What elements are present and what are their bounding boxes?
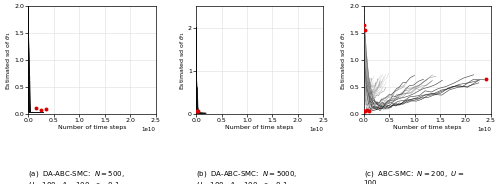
- X-axis label: Number of time steps: Number of time steps: [58, 125, 126, 130]
- Text: (a)  DA-ABC-SMC:  $N = 500$,
$U = 100$,  $A = 100$,  $s = 0.1$.: (a) DA-ABC-SMC: $N = 500$, $U = 100$, $A…: [28, 169, 126, 184]
- Y-axis label: Estimated sd of $\theta_1$: Estimated sd of $\theta_1$: [178, 31, 186, 90]
- X-axis label: Number of time steps: Number of time steps: [226, 125, 294, 130]
- Text: (b)  DA-ABC-SMC:  $N = 5000$,
$U = 100$,  $A = 100$,  $s = 0.1$.: (b) DA-ABC-SMC: $N = 5000$, $U = 100$, $…: [196, 169, 298, 184]
- Y-axis label: Estimated sd of $\theta_1$: Estimated sd of $\theta_1$: [340, 31, 348, 90]
- X-axis label: Number of time steps: Number of time steps: [393, 125, 462, 130]
- Y-axis label: Estimated sd of $\theta_1$: Estimated sd of $\theta_1$: [4, 31, 13, 90]
- Text: (c)  ABC-SMC:  $N = 200$,  $U =$
100.: (c) ABC-SMC: $N = 200$, $U =$ 100.: [364, 169, 464, 184]
